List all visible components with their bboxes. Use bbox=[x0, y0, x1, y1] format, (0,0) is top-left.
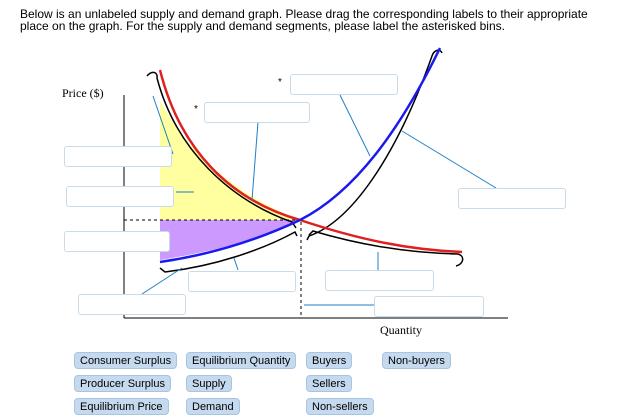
label-producer-surplus[interactable]: Producer Surplus bbox=[74, 375, 171, 392]
leader-line bbox=[251, 121, 259, 201]
producer-surplus-area bbox=[160, 220, 300, 260]
label-supply[interactable]: Supply bbox=[186, 375, 232, 392]
drop-bin-supply-asterisk[interactable] bbox=[290, 74, 398, 95]
label-equilibrium-quantity[interactable]: Equilibrium Quantity bbox=[186, 352, 297, 369]
drop-bin-right-1[interactable] bbox=[458, 188, 566, 209]
label-consumer-surplus[interactable]: Consumer Surplus bbox=[74, 352, 178, 369]
supply-lower-bracket bbox=[159, 230, 298, 273]
drop-bin-left-1[interactable] bbox=[64, 146, 172, 167]
consumer-surplus-area bbox=[160, 100, 300, 220]
label-equilibrium-price[interactable]: Equilibrium Price bbox=[74, 398, 169, 415]
asterisk-marker: * bbox=[278, 77, 282, 88]
asterisk-marker: * bbox=[194, 104, 198, 115]
label-non-sellers[interactable]: Non-sellers bbox=[306, 398, 374, 415]
label-sellers[interactable]: Sellers bbox=[306, 375, 352, 392]
demand-lower-bracket bbox=[308, 230, 464, 267]
instructions-text: Below is an unlabeled supply and demand … bbox=[20, 7, 588, 33]
drop-bin-bottom-right[interactable] bbox=[374, 296, 484, 317]
drop-bin-demand-asterisk[interactable] bbox=[204, 102, 310, 123]
drop-bin-bottom-center-right[interactable] bbox=[325, 270, 434, 291]
drop-bin-left-2[interactable] bbox=[66, 186, 174, 207]
supply-curve bbox=[159, 47, 442, 264]
supply-upper-bracket bbox=[306, 49, 443, 241]
label-demand[interactable]: Demand bbox=[186, 398, 240, 415]
demand-curve bbox=[158, 69, 463, 254]
leader-line bbox=[401, 130, 497, 189]
drop-bin-left-4[interactable] bbox=[78, 294, 186, 315]
label-buyers[interactable]: Buyers bbox=[306, 352, 353, 369]
leader-line bbox=[141, 267, 183, 295]
drop-bin-bottom-center-left[interactable] bbox=[188, 271, 296, 292]
y-axis-label: Price ($) bbox=[62, 86, 104, 100]
leader-line bbox=[339, 94, 371, 157]
demand-upper-bracket bbox=[146, 71, 297, 229]
x-axis-label: Quantity bbox=[380, 323, 422, 337]
label-non-buyers[interactable]: Non-buyers bbox=[382, 352, 451, 369]
leader-line bbox=[233, 257, 239, 271]
drop-bin-left-3[interactable] bbox=[64, 231, 170, 252]
leader-line bbox=[152, 95, 174, 155]
